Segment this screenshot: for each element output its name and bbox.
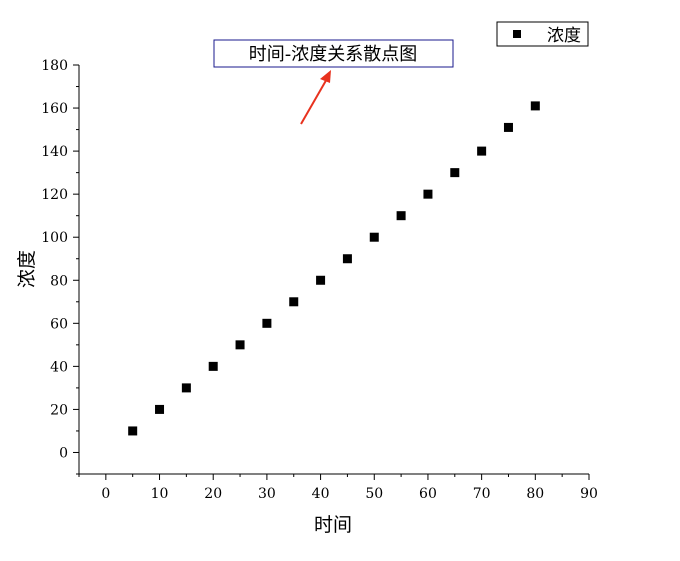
x-tick-label: 30 [258, 486, 276, 502]
x-tick-label: 60 [419, 486, 437, 502]
data-point [316, 275, 326, 285]
y-tick-label: 120 [41, 187, 68, 203]
data-point [530, 101, 540, 111]
annotation: 时间-浓度关系散点图 [213, 39, 454, 125]
y-tick-label: 180 [41, 58, 68, 74]
x-tick-label: 20 [204, 486, 222, 502]
legend-box [496, 21, 589, 47]
x-tick-label: 80 [526, 486, 544, 502]
x-tick-label: 40 [312, 486, 330, 502]
ticks: 0 10 20 30 40 50 60 70 80 90 0 20 40 60 80 100 120 140 160… [41, 58, 598, 502]
data-point [208, 361, 218, 371]
data-point [289, 297, 299, 307]
data-points [128, 101, 540, 436]
y-tick-label: 80 [50, 273, 68, 289]
data-point [128, 426, 138, 436]
legend-marker [513, 30, 521, 38]
data-point [155, 404, 165, 414]
y-tick-label: 20 [50, 402, 68, 418]
data-point [503, 122, 513, 132]
x-tick-label: 0 [101, 486, 110, 502]
x-axis-label: 时间 [314, 514, 352, 536]
data-point [181, 383, 191, 393]
y-tick-label: 0 [59, 445, 68, 461]
annotation-text: 时间-浓度关系散点图 [249, 44, 418, 65]
data-point [477, 146, 487, 156]
data-point [235, 340, 245, 350]
data-point [423, 189, 433, 199]
y-tick-label: 40 [50, 359, 68, 375]
legend: 浓度 [496, 21, 589, 47]
annotation-box [213, 39, 454, 68]
data-point [396, 211, 406, 221]
y-tick-label: 140 [41, 144, 68, 160]
y-tick-label: 100 [41, 230, 68, 246]
y-axis-label: 浓度 [16, 250, 38, 288]
x-tick-label: 90 [580, 486, 598, 502]
x-tick-label: 50 [365, 486, 383, 502]
annotation-arrowhead [320, 70, 331, 83]
annotation-arrow [300, 76, 329, 125]
x-tick-label: 70 [473, 486, 491, 502]
data-point [369, 232, 379, 242]
legend-label: 浓度 [547, 26, 581, 46]
axes [78, 65, 589, 475]
y-tick-label: 60 [50, 316, 68, 332]
data-point [450, 168, 460, 178]
y-tick-label: 160 [41, 101, 68, 117]
data-point [262, 318, 272, 328]
x-tick-label: 10 [151, 486, 169, 502]
data-point [342, 254, 352, 264]
